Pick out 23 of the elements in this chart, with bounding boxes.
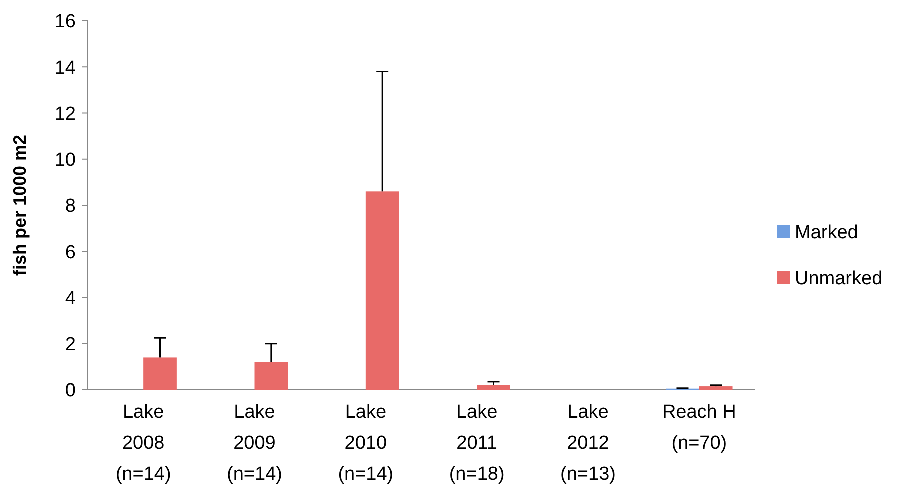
x-tick-label: Lake 2009 (n=14) <box>227 402 282 485</box>
x-tick-label: Reach H (n=70) <box>662 402 736 454</box>
x-tick-label: Lake 2011 (n=18) <box>449 402 505 485</box>
bar <box>366 192 400 390</box>
x-tick-label: Lake 2008 (n=14) <box>116 402 172 485</box>
y-tick-label: 10 <box>54 150 76 172</box>
y-tick-label: 0 <box>65 380 76 402</box>
legend-label: Marked <box>795 222 858 244</box>
y-tick-label: 8 <box>65 196 76 218</box>
y-tick-label: 2 <box>65 334 76 356</box>
x-tick-label: Lake 2012 (n=13) <box>560 402 616 485</box>
bar <box>477 385 510 390</box>
legend-label: Unmarked <box>795 268 883 290</box>
y-tick-label: 12 <box>54 104 76 125</box>
y-tick-label: 14 <box>54 58 76 79</box>
bar <box>144 358 177 390</box>
y-tick-label: 4 <box>65 288 76 310</box>
bar <box>254 362 288 390</box>
y-tick-label: 16 <box>54 12 76 33</box>
y-tick-label: 6 <box>65 242 76 264</box>
x-tick-label: Lake 2010 (n=14) <box>338 402 394 485</box>
bar <box>699 386 733 390</box>
y-axis-title: fish per 1000 m2 <box>10 134 30 276</box>
